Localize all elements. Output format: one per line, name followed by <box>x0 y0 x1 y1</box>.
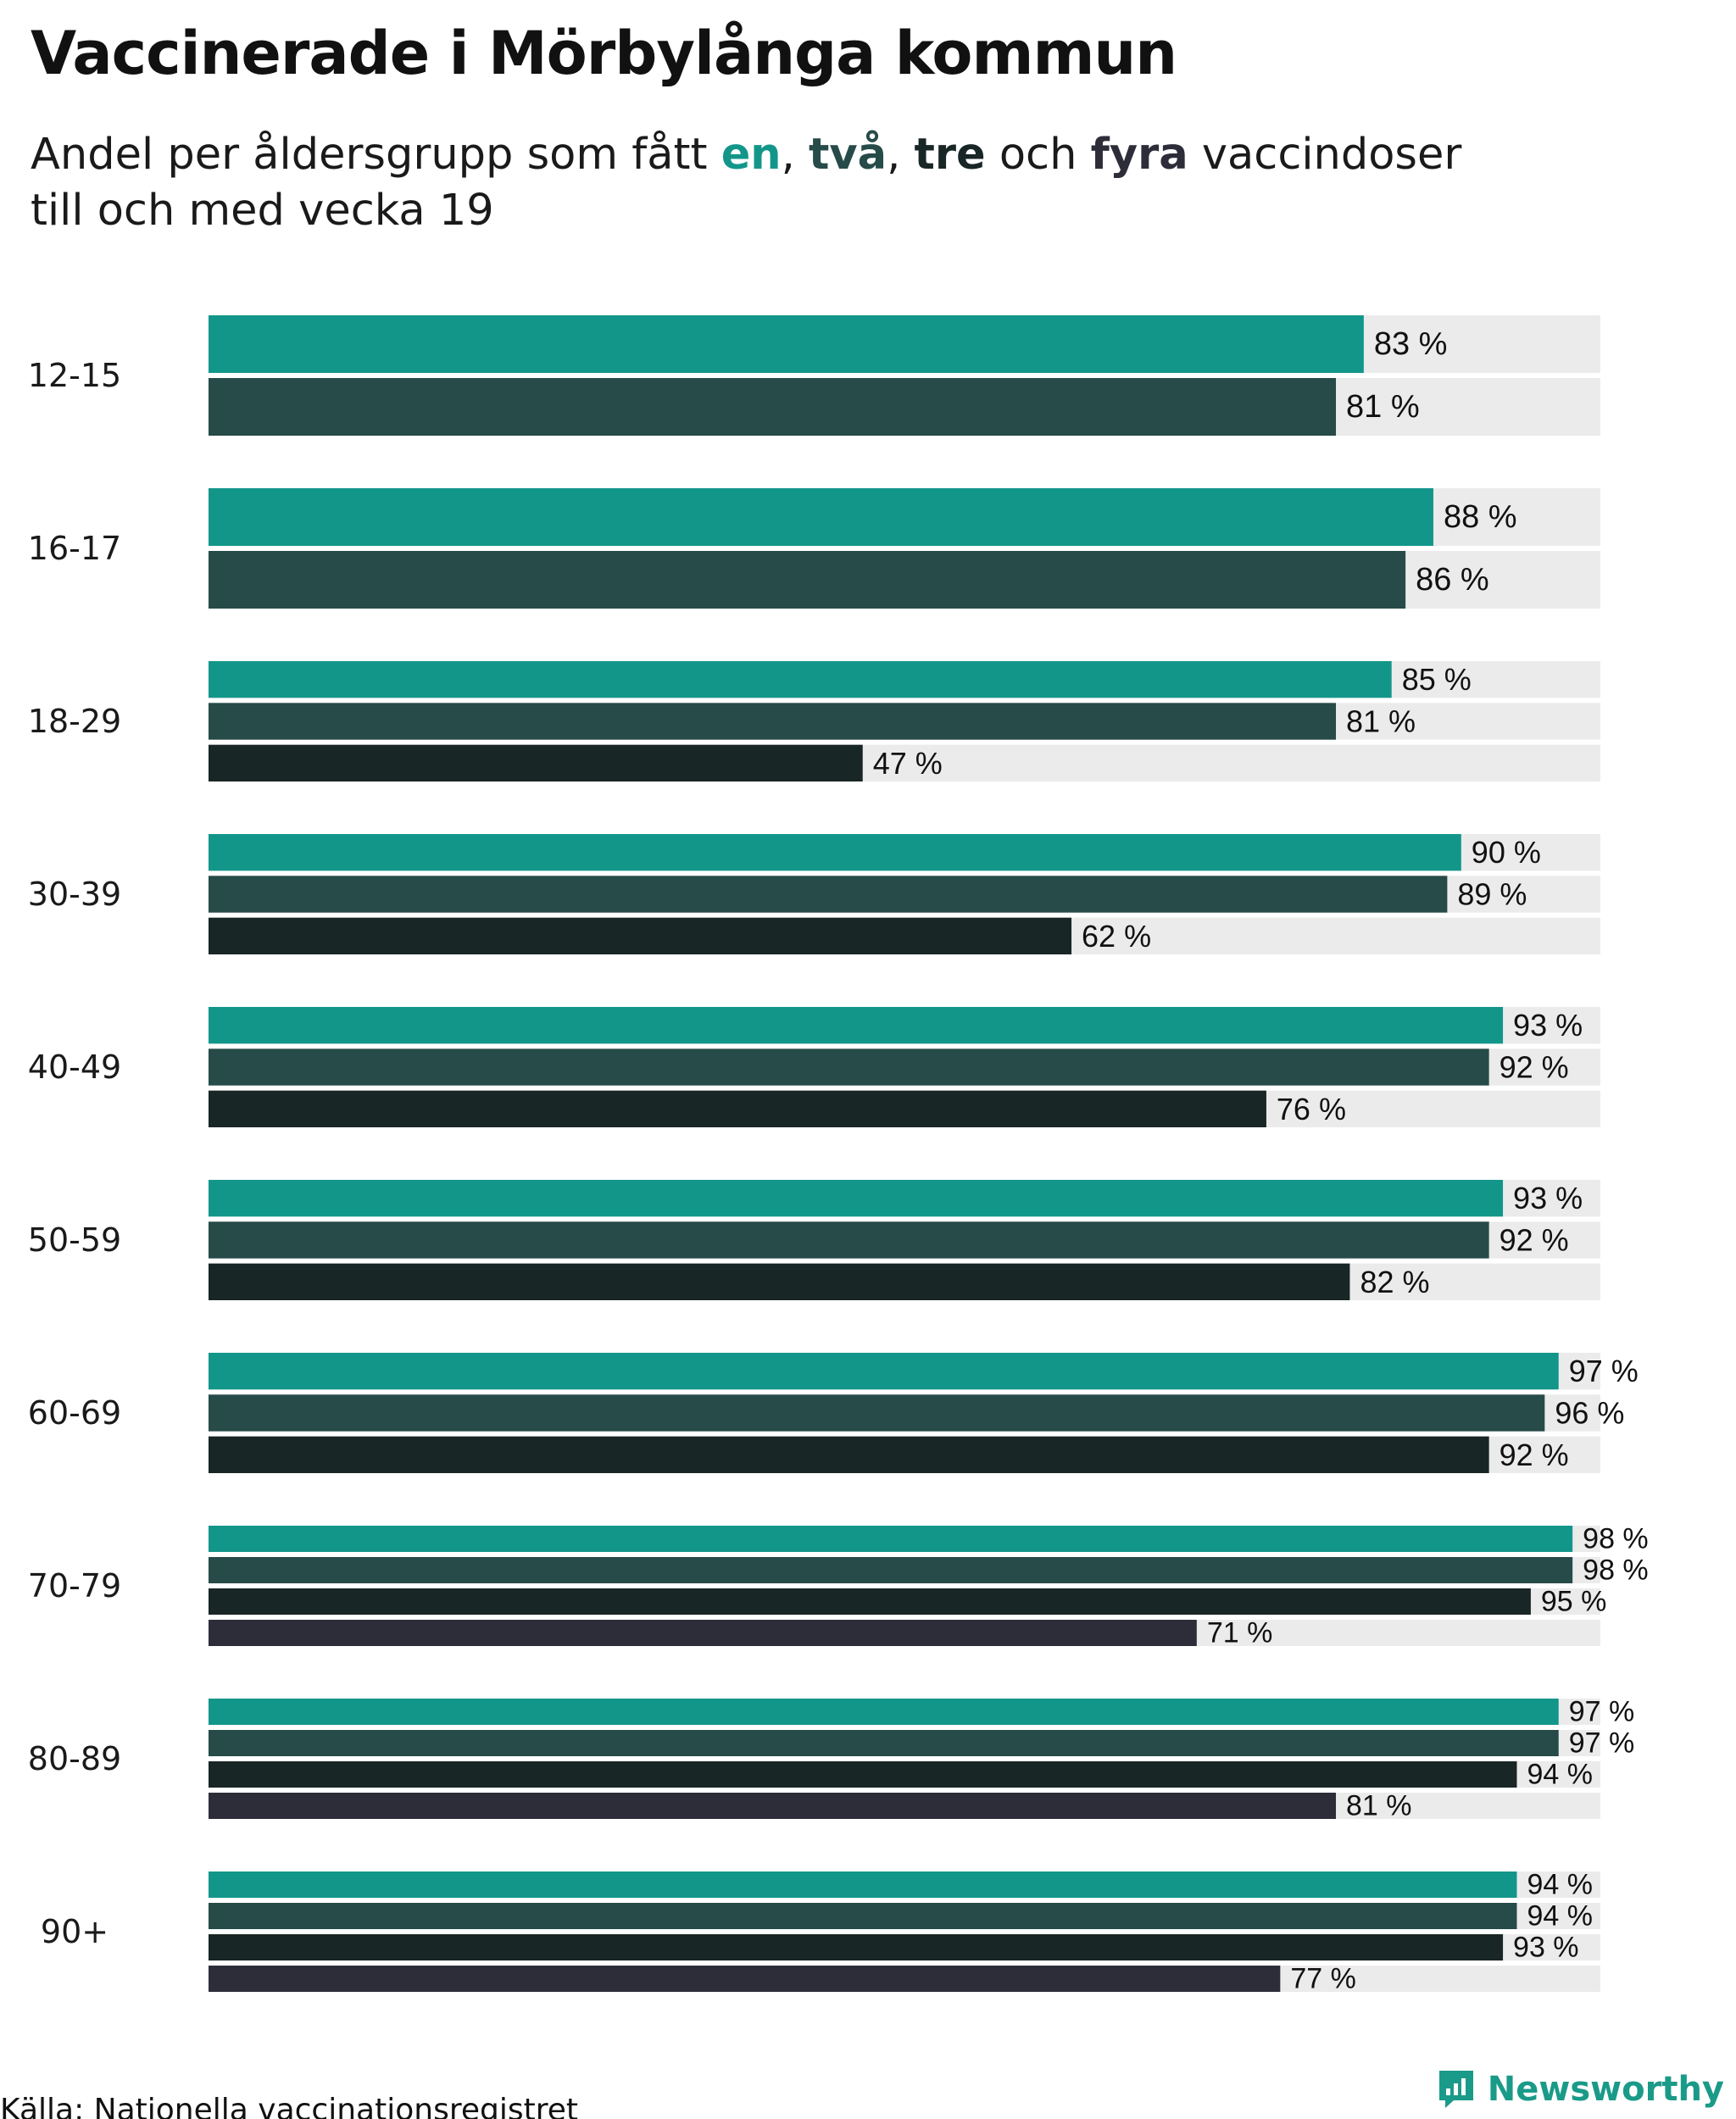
data-label: 97 % <box>1569 1696 1635 1728</box>
category-label: 50-59 <box>28 1221 121 1259</box>
bar-1 <box>209 834 1461 871</box>
bar-3 <box>209 917 1072 954</box>
category-label: 70-79 <box>28 1567 121 1605</box>
data-label: 81 % <box>1346 704 1416 739</box>
newsworthy-logo[interactable]: Newsworthy <box>1437 2068 1724 2111</box>
data-label: 94 % <box>1527 1900 1593 1933</box>
bar-2 <box>209 1903 1517 1929</box>
subtitle-line2: till och med vecka 19 <box>31 186 494 236</box>
data-label: 93 % <box>1513 1008 1583 1043</box>
bar-2 <box>209 876 1448 913</box>
bar-2 <box>209 1557 1573 1583</box>
category-label: 16-17 <box>28 530 121 567</box>
category-label: 40-49 <box>28 1048 121 1086</box>
data-label: 89 % <box>1457 877 1527 912</box>
data-label: 47 % <box>873 746 943 781</box>
data-label: 71 % <box>1207 1617 1273 1649</box>
bar-4 <box>209 1620 1197 1646</box>
bar-1 <box>209 315 1364 373</box>
data-label: 97 % <box>1569 1727 1635 1760</box>
brand-name: Newsworthy <box>1487 2070 1724 2109</box>
data-label: 97 % <box>1569 1354 1639 1388</box>
bar-2 <box>209 378 1337 436</box>
data-label: 94 % <box>1527 1759 1593 1791</box>
data-label: 83 % <box>1374 326 1448 362</box>
bar-1 <box>209 1872 1517 1898</box>
category-label: 18-29 <box>28 703 121 740</box>
legend-word-en: en <box>721 130 782 180</box>
bar-1 <box>209 1526 1573 1552</box>
bar-2 <box>209 1394 1545 1432</box>
legend-word-tva: två <box>809 130 887 180</box>
bar-3 <box>209 1263 1350 1300</box>
bar-4 <box>209 1793 1337 1819</box>
data-label: 95 % <box>1541 1586 1607 1618</box>
bar-2 <box>209 551 1406 609</box>
category-label: 12-15 <box>28 357 121 394</box>
data-label: 88 % <box>1444 499 1517 535</box>
bar-chart: 12-15 83 % 81 % 16-17 88 % 86 % 18-29 85 % 81 % 4… <box>28 315 1649 1995</box>
data-label: 93 % <box>1513 1932 1579 1964</box>
category-label: 60-69 <box>28 1394 121 1432</box>
chart-subtitle: Andel per åldersgrupp som fått en, två, … <box>31 130 1462 236</box>
chart-title: Vaccinerade i Mörbylånga kommun <box>31 19 1177 88</box>
newsworthy-logo-icon <box>1438 2071 1473 2108</box>
bar-3 <box>209 744 863 781</box>
bar-2 <box>209 1221 1489 1259</box>
bar-1 <box>209 1699 1559 1725</box>
data-label: 77 % <box>1290 1963 1356 1995</box>
legend-word-fyra: fyra <box>1090 130 1188 180</box>
data-label: 90 % <box>1472 835 1541 870</box>
bar-2 <box>209 1048 1489 1086</box>
data-label: 96 % <box>1555 1396 1624 1431</box>
category-label: 80-89 <box>28 1740 121 1777</box>
data-label: 81 % <box>1346 1790 1412 1822</box>
bar-3 <box>209 1588 1531 1615</box>
bar-2 <box>209 1730 1559 1756</box>
legend-word-tre: tre <box>914 130 986 180</box>
data-label: 94 % <box>1527 1869 1593 1901</box>
data-label: 92 % <box>1500 1223 1569 1258</box>
bar-3 <box>209 1090 1266 1127</box>
bar-1 <box>209 661 1392 698</box>
bar-3 <box>209 1761 1517 1788</box>
bar-2 <box>209 703 1337 740</box>
category-label: 30-39 <box>28 876 121 913</box>
bar-4 <box>209 1966 1281 1992</box>
data-label: 93 % <box>1513 1181 1583 1215</box>
subtitle-suffix: vaccindoser <box>1188 130 1462 180</box>
bar-1 <box>209 1353 1559 1390</box>
data-label: 76 % <box>1277 1092 1346 1126</box>
subtitle-prefix: Andel per åldersgrupp som fått <box>31 130 721 180</box>
bar-3 <box>209 1934 1504 1960</box>
data-label: 85 % <box>1402 662 1472 697</box>
bar-3 <box>209 1436 1489 1473</box>
data-label: 98 % <box>1583 1523 1649 1555</box>
source-note: Källa: Nationella vaccinationsregistret <box>0 2093 578 2119</box>
data-label: 62 % <box>1082 919 1151 954</box>
bar-1 <box>209 488 1433 546</box>
data-label: 86 % <box>1416 562 1489 598</box>
bar-1 <box>209 1180 1504 1217</box>
bar-1 <box>209 1007 1504 1044</box>
data-label: 92 % <box>1500 1438 1569 1472</box>
data-label: 81 % <box>1346 389 1420 425</box>
data-label: 98 % <box>1583 1554 1649 1587</box>
category-label: 90+ <box>41 1913 108 1950</box>
data-label: 82 % <box>1360 1265 1429 1299</box>
data-label: 92 % <box>1500 1050 1569 1085</box>
